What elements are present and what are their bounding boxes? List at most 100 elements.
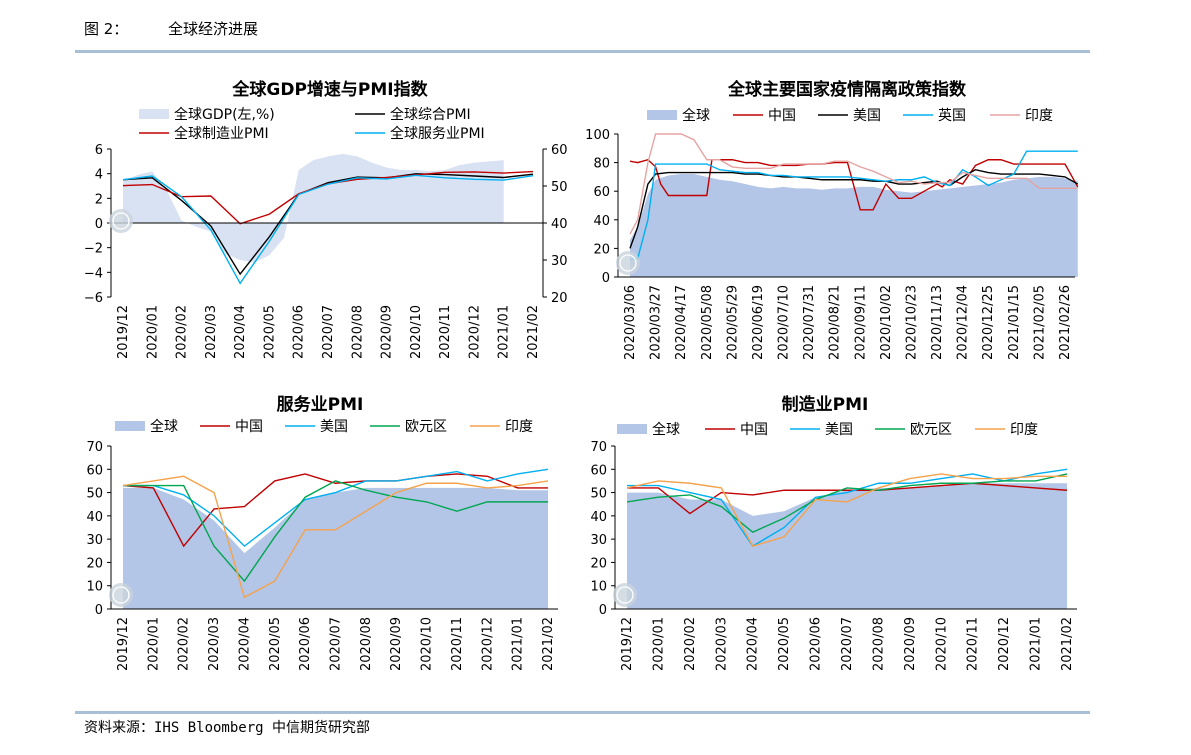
- x-tick-label: 2020/01: [146, 617, 161, 671]
- y2-tick-label: 20: [551, 291, 568, 306]
- x-tick-label: 2019/12: [116, 617, 131, 671]
- y-tick-label: 2: [95, 192, 103, 207]
- x-tick-label: 2020/08/21: [828, 285, 843, 360]
- series-line: [122, 473, 548, 548]
- legend-label: 中国: [740, 422, 768, 438]
- series-line: [122, 173, 534, 276]
- y-tick-label: 20: [593, 242, 610, 257]
- series-area: [123, 487, 548, 609]
- x-tick-label: 2021/01/15: [1007, 285, 1022, 360]
- y-tick-label: 70: [590, 440, 607, 455]
- watermark-ring-icon: [112, 212, 130, 230]
- x-tick-label: 2020/09: [903, 617, 918, 671]
- y-tick-label: 30: [86, 533, 103, 548]
- x-tick-label: 2020/03/06: [623, 285, 638, 360]
- x-tick-label: 2020/06/19: [751, 285, 766, 360]
- legend-label: 全球: [652, 421, 680, 438]
- x-tick-label: 2020/05/08: [700, 285, 715, 360]
- x-tick-label: 2019/12: [116, 305, 131, 359]
- series-line: [629, 169, 1079, 249]
- x-tick-label: 2020/12: [467, 305, 482, 359]
- x-tick-label: 2020/11: [966, 617, 981, 671]
- x-tick-label: 2020/11: [438, 305, 453, 359]
- y-tick-label: 40: [86, 510, 103, 525]
- x-tick-label: 2021/02: [1060, 617, 1075, 671]
- series-line: [122, 174, 534, 285]
- y-tick-label: 60: [86, 463, 103, 478]
- x-tick-label: 2020/10: [420, 617, 435, 671]
- x-tick-label: 2020/12/25: [981, 285, 996, 360]
- x-tick-label: 2020/12: [480, 617, 495, 671]
- legend-swatch: [647, 110, 677, 120]
- y-tick-label: 0: [95, 217, 103, 232]
- y-tick-label: 100: [585, 128, 610, 143]
- x-tick-label: 2020/04/17: [674, 285, 689, 360]
- y-tick-label: −4: [84, 266, 103, 281]
- legend-label: 印度: [1010, 422, 1038, 438]
- x-tick-label: 2020/10/02: [879, 285, 894, 360]
- legend-label: 中国: [235, 419, 263, 435]
- x-tick-label: 2020/09: [389, 617, 404, 671]
- y-tick-label: 60: [593, 185, 610, 200]
- legend-label: 全球GDP(左,%): [174, 106, 275, 123]
- legend-swatch: [617, 424, 647, 434]
- x-tick-label: 2020/07: [840, 617, 855, 671]
- y-tick-label: 6: [95, 143, 103, 158]
- legend-label: 全球: [150, 418, 178, 435]
- y-tick-label: 50: [86, 487, 103, 502]
- x-tick-label: 2020/06: [292, 305, 307, 359]
- series-line: [629, 133, 1078, 235]
- legend-label: 全球服务业PMI: [390, 125, 485, 142]
- legend-label: 全球: [682, 107, 710, 124]
- x-tick-label: 2019/12: [620, 617, 635, 671]
- y-tick-label: 70: [86, 440, 103, 455]
- x-tick-label: 2020/10/23: [904, 285, 919, 360]
- y-tick-label: 60: [590, 463, 607, 478]
- x-tick-label: 2020/08: [871, 617, 886, 671]
- watermark-ring-icon: [112, 586, 130, 604]
- x-tick-label: 2020/04: [237, 617, 252, 671]
- chart-title: 服务业PMI: [277, 394, 364, 415]
- legend-label: 全球制造业PMI: [174, 125, 269, 142]
- legend-label: 印度: [505, 419, 533, 435]
- series-area: [627, 483, 1067, 609]
- x-tick-label: 2020/06: [298, 617, 313, 671]
- legend-label: 欧元区: [405, 419, 447, 435]
- y2-tick-label: 50: [551, 180, 568, 195]
- x-tick-label: 2021/02/05: [1032, 285, 1047, 360]
- x-tick-label: 2020/09/11: [853, 285, 868, 360]
- x-tick-label: 2020/09: [380, 305, 395, 359]
- y2-tick-label: 40: [551, 217, 568, 232]
- x-tick-label: 2020/07: [321, 305, 336, 359]
- x-tick-label: 2020/07: [329, 617, 344, 671]
- x-tick-label: 2020/12/04: [956, 285, 971, 360]
- top-rule: [75, 50, 1090, 53]
- x-tick-label: 2020/01: [145, 305, 160, 359]
- chart-title: 全球GDP增速与PMI指数: [231, 79, 428, 100]
- x-tick-label: 2021/01: [511, 617, 526, 671]
- y-tick-label: −2: [84, 242, 103, 257]
- y2-tick-label: 60: [551, 143, 568, 158]
- y-tick-label: 10: [590, 580, 607, 595]
- legend-label: 欧元区: [910, 422, 952, 438]
- y-tick-label: 30: [590, 533, 607, 548]
- legend-label: 英国: [938, 107, 966, 124]
- y2-tick-label: 30: [551, 254, 568, 269]
- y-tick-label: 40: [593, 214, 610, 229]
- series-area: [123, 153, 504, 263]
- x-tick-label: 2020/11: [450, 617, 465, 671]
- y-tick-label: 0: [95, 603, 103, 618]
- bottom-rule: [75, 711, 1090, 714]
- x-tick-label: 2020/07/31: [802, 285, 817, 360]
- y-tick-label: 50: [590, 487, 607, 502]
- source-note: 资料来源：IHS Bloomberg 中信期货研究部: [84, 720, 371, 736]
- legend-swatch: [139, 109, 169, 119]
- chart-title: 制造业PMI: [782, 394, 869, 415]
- x-tick-label: 2020/12: [997, 617, 1012, 671]
- x-tick-label: 2020/11/13: [930, 285, 945, 360]
- y-tick-label: 20: [86, 556, 103, 571]
- chart-manufacturing-pmi: 制造业PMI 全球 中国 美国 欧元区 印度 70 60 50 40 30 20 10 0 2019/12 2…: [590, 394, 1077, 671]
- x-tick-label: 2020/05: [262, 305, 277, 359]
